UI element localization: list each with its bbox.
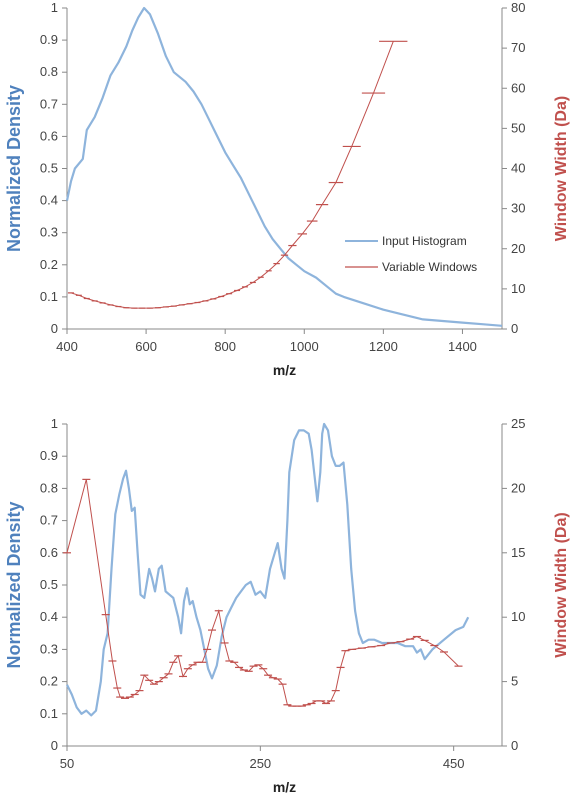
y-tick-label-left: 0.9 <box>40 32 58 47</box>
x-tick-label: 1400 <box>448 339 477 354</box>
x-tick-label: 600 <box>135 339 157 354</box>
y-tick-label-right: 0 <box>511 321 518 336</box>
y-tick-label-right: 80 <box>511 0 525 15</box>
y-tick-label-right: 30 <box>511 201 525 216</box>
y-tick-label-left: 0.9 <box>40 448 58 463</box>
y-tick-label-left: 0.7 <box>40 96 58 111</box>
y-tick-label-right: 70 <box>511 40 525 55</box>
y-tick-label-right: 10 <box>511 609 525 624</box>
series-line-input-histogram <box>65 6 503 327</box>
y-axis-label-right: Window Width (Da) <box>553 512 570 657</box>
y-tick-label-left: 0.1 <box>40 706 58 721</box>
y-tick-label-left: 1 <box>51 416 58 431</box>
y-tick-label-left: 0.6 <box>40 128 58 143</box>
chart-top: 00.10.20.30.40.50.60.70.80.9101020304050… <box>4 0 570 378</box>
y-tick-label-left: 0.8 <box>40 64 58 79</box>
y-tick-label-right: 50 <box>511 120 525 135</box>
x-tick-label: 50 <box>60 756 74 771</box>
y-tick-label-left: 0.1 <box>40 289 58 304</box>
x-tick-label: 1000 <box>290 339 319 354</box>
y-tick-label-right: 60 <box>511 80 525 95</box>
y-tick-label-left: 0.2 <box>40 674 58 689</box>
y-axis-label-right: Window Width (Da) <box>553 96 570 241</box>
y-tick-label-left: 0 <box>51 321 58 336</box>
y-axis-label-left: Normalized Density <box>4 85 24 252</box>
y-tick-label-left: 0.8 <box>40 480 58 495</box>
y-tick-label-left: 0.6 <box>40 545 58 560</box>
x-axis-label: m/z <box>273 362 296 378</box>
x-tick-label: 1200 <box>369 339 398 354</box>
y-tick-label-right: 5 <box>511 674 518 689</box>
y-tick-label-right: 40 <box>511 161 525 176</box>
legend: Input Histogram Variable Windows <box>345 234 477 274</box>
series-line-input-histogram <box>66 422 470 717</box>
y-tick-label-left: 0.4 <box>40 609 58 624</box>
x-tick-label: 450 <box>443 756 465 771</box>
y-tick-label-right: 20 <box>511 480 525 495</box>
y-axis-label-left: Normalized Density <box>4 501 24 668</box>
y-tick-label-right: 15 <box>511 545 525 560</box>
chart-bottom: 00.10.20.30.40.50.60.70.80.9105101520255… <box>4 416 570 795</box>
y-tick-label-left: 0.3 <box>40 225 58 240</box>
y-tick-label-right: 10 <box>511 281 525 296</box>
y-tick-label-right: 20 <box>511 241 525 256</box>
y-tick-label-right: 25 <box>511 416 525 431</box>
y-tick-label-right: 0 <box>511 738 518 753</box>
y-tick-label-left: 0.2 <box>40 257 58 272</box>
x-tick-label: 250 <box>249 756 271 771</box>
y-tick-label-left: 0.5 <box>40 577 58 592</box>
y-tick-label-left: 1 <box>51 0 58 15</box>
x-tick-label: 800 <box>214 339 236 354</box>
x-axis-label: m/z <box>273 779 296 795</box>
x-tick-label: 400 <box>56 339 78 354</box>
y-tick-label-left: 0.7 <box>40 513 58 528</box>
legend-label-variable-windows: Variable Windows <box>382 260 477 274</box>
y-tick-label-left: 0.5 <box>40 161 58 176</box>
series-line-variable-windows <box>70 41 394 309</box>
legend-label-input-histogram: Input Histogram <box>382 234 467 248</box>
y-tick-label-left: 0.4 <box>40 193 58 208</box>
y-tick-label-left: 0 <box>51 738 58 753</box>
y-tick-label-left: 0.3 <box>40 641 58 656</box>
series-line-variable-windows <box>66 479 459 707</box>
